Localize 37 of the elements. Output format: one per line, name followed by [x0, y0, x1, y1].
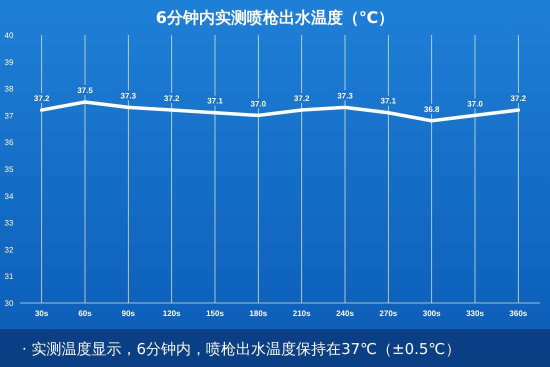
chart-title: 6分钟内实测喷枪出水温度（℃）	[156, 8, 394, 27]
data-label: 37.2	[164, 94, 180, 104]
y-tick-label: 38	[4, 84, 14, 94]
y-tick-label: 31	[4, 272, 14, 282]
data-label: 37.3	[120, 91, 137, 100]
x-tick-label: 330s	[466, 309, 484, 318]
text: · 实测温度显示，6分钟内，喷枪出水温度保持在37℃（±0.5℃）	[22, 340, 460, 358]
y-tick-label: 34	[4, 192, 14, 201]
data-label: 37.2	[510, 94, 527, 104]
x-tick-label: 90s	[122, 309, 136, 318]
x-tick-label: 210s	[292, 309, 312, 318]
y-tick-label: 37	[4, 111, 14, 120]
y-tick-label: 39	[4, 58, 14, 67]
data-label: 37.2	[34, 94, 50, 104]
x-tick-label: 240s	[336, 309, 354, 318]
y-tick-label: 33	[4, 218, 14, 228]
y-tick-label: 30	[4, 299, 14, 308]
data-label: 37.1	[207, 96, 224, 106]
y-tick-label: 32	[4, 245, 14, 254]
x-tick-label: 30s	[34, 309, 49, 318]
data-label: 37.1	[380, 96, 397, 106]
x-tick-label: 120s	[162, 309, 182, 318]
data-label: 37.0	[250, 99, 267, 108]
y-tick-label: 40	[4, 31, 14, 40]
y-tick-label: 35	[4, 165, 14, 174]
y-tick-label: 36	[4, 138, 14, 148]
data-label: 37.0	[467, 99, 484, 108]
x-tick-label: 150s	[206, 309, 224, 318]
x-tick-label: 180s	[249, 309, 268, 318]
data-label: 36.8	[424, 104, 440, 114]
x-tick-label: 300s	[422, 309, 442, 318]
x-tick-label: 270s	[379, 309, 398, 318]
data-label: 37.5	[77, 86, 94, 95]
x-tick-label: 60s	[78, 309, 92, 318]
x-tick-label: 360s	[509, 309, 528, 318]
data-label: 37.2	[294, 94, 310, 104]
data-label: 37.3	[337, 91, 354, 100]
